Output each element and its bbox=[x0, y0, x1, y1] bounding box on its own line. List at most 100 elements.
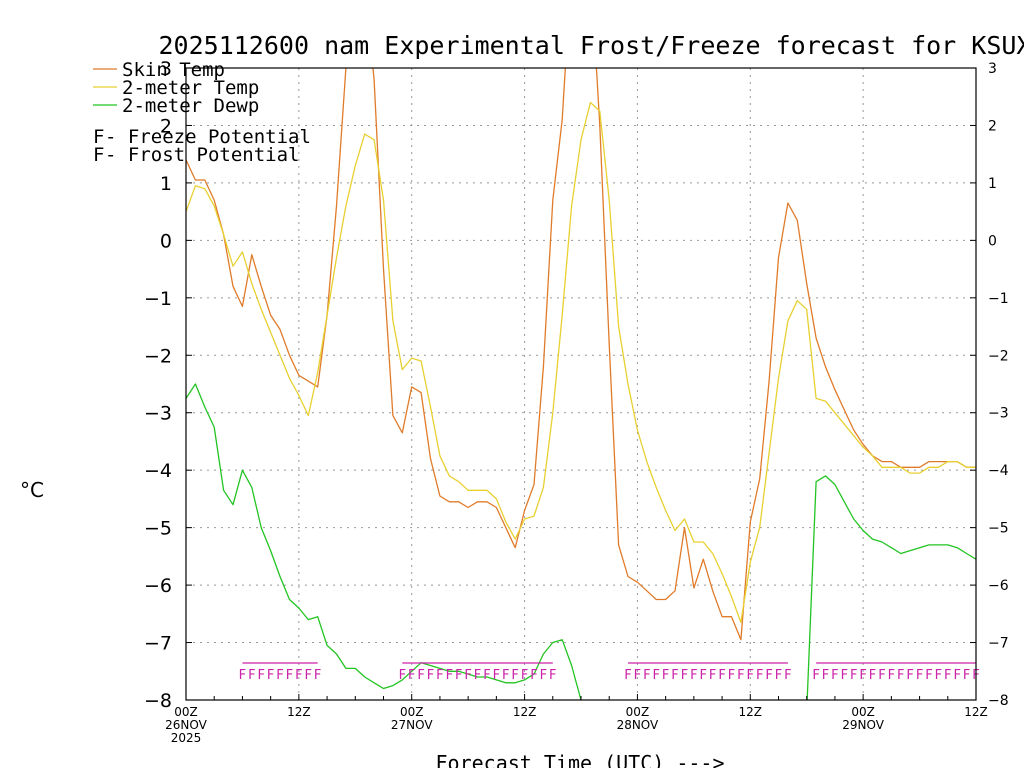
y-tick-label-left: −7 bbox=[144, 633, 172, 655]
freeze-marker: F bbox=[502, 668, 509, 683]
grid-lines bbox=[186, 68, 976, 700]
y-tick-label-right: −3 bbox=[988, 406, 1009, 422]
y-tick-label-right: −6 bbox=[988, 578, 1009, 594]
y-tick-label-left: 2 bbox=[160, 115, 172, 137]
freeze-marker: F bbox=[953, 668, 960, 683]
x-tick-label: 12Z bbox=[739, 705, 763, 719]
y-tick-label-right: −7 bbox=[988, 636, 1009, 652]
freeze-marker: F bbox=[455, 668, 462, 683]
freeze-marker: F bbox=[737, 668, 744, 683]
y-tick-label-left: −3 bbox=[144, 403, 172, 425]
freeze-marker: F bbox=[634, 668, 641, 683]
y-tick-label-right: −1 bbox=[988, 291, 1009, 307]
legend-label: 2-meter Dewp bbox=[122, 95, 259, 117]
y-tick-label-right: 0 bbox=[988, 233, 997, 249]
freeze-marker: F bbox=[305, 668, 312, 683]
freeze-marker: F bbox=[878, 668, 885, 683]
legend-label: 2-meter Temp bbox=[122, 77, 259, 99]
y-tick-label-left: 1 bbox=[160, 173, 172, 195]
x-tick-label: 00Z bbox=[851, 705, 875, 719]
freeze-marker: F bbox=[295, 668, 302, 683]
freeze-marker: F bbox=[963, 668, 970, 683]
series-line-2-meter-dewp bbox=[186, 383, 976, 700]
freeze-marker: F bbox=[662, 668, 669, 683]
y-tick-label-left: 0 bbox=[160, 230, 172, 252]
freeze-marker: F bbox=[718, 668, 725, 683]
freeze-marker: F bbox=[944, 668, 951, 683]
freeze-marker: F bbox=[314, 668, 321, 683]
y-tick-label-right: −8 bbox=[988, 693, 1009, 709]
freeze-marker: F bbox=[399, 668, 406, 683]
y-tick-label-right: −5 bbox=[988, 521, 1009, 537]
freeze-marker: F bbox=[831, 668, 838, 683]
x-tick-label: 28NOV bbox=[617, 718, 659, 732]
freeze-marker: F bbox=[248, 668, 255, 683]
legend-marker-label: - Frost Potential bbox=[105, 144, 299, 166]
freeze-marker: F bbox=[483, 668, 490, 683]
freeze-marker: F bbox=[728, 668, 735, 683]
y-tick-label-right: 1 bbox=[988, 176, 997, 192]
freeze-marker: F bbox=[747, 668, 754, 683]
chart-title: 2025112600 nam Experimental Frost/Freeze… bbox=[159, 31, 1024, 60]
x-tick-label: 00Z bbox=[400, 705, 424, 719]
plot-frame bbox=[185, 67, 977, 701]
freeze-marker: F bbox=[286, 668, 293, 683]
freeze-marker: F bbox=[897, 668, 904, 683]
freeze-marker: F bbox=[775, 668, 782, 683]
freeze-marker: F bbox=[530, 668, 537, 683]
series-line-2-meter-temp bbox=[186, 101, 976, 624]
freeze-marker: F bbox=[765, 668, 772, 683]
x-tick-label: 12Z bbox=[287, 705, 311, 719]
freeze-marker: F bbox=[850, 668, 857, 683]
freeze-marker: F bbox=[681, 668, 688, 683]
y-tick-label-right: 2 bbox=[988, 118, 997, 134]
freeze-marker: F bbox=[267, 668, 274, 683]
y-tick-label-right: 3 bbox=[988, 61, 997, 77]
freeze-marker: F bbox=[276, 668, 283, 683]
freeze-marker: F bbox=[935, 668, 942, 683]
freeze-marker: F bbox=[521, 668, 528, 683]
freeze-marker: F bbox=[408, 668, 415, 683]
freeze-marker: F bbox=[859, 668, 866, 683]
x-tick-label: 27NOV bbox=[391, 718, 433, 732]
freeze-marker: F bbox=[417, 668, 424, 683]
freeze-marker: F bbox=[464, 668, 471, 683]
freeze-marker: F bbox=[511, 668, 518, 683]
x-tick-label: 12Z bbox=[513, 705, 537, 719]
y-tick-label-left: −8 bbox=[144, 690, 172, 712]
freeze-marker: F bbox=[888, 668, 895, 683]
legend-marker-symbol: F bbox=[93, 126, 104, 148]
legend-label: Skin Temp bbox=[122, 59, 225, 81]
freeze-marker: F bbox=[812, 668, 819, 683]
x-tick-label: 2025 bbox=[171, 731, 202, 745]
freeze-marker: F bbox=[841, 668, 848, 683]
freeze-marker: F bbox=[822, 668, 829, 683]
y-tick-label-left: 3 bbox=[160, 58, 172, 80]
y-tick-label-right: −4 bbox=[988, 463, 1009, 479]
x-tick-label: 00Z bbox=[174, 705, 198, 719]
x-tick-label: 12Z bbox=[964, 705, 988, 719]
y-tick-label-left: −2 bbox=[144, 345, 172, 367]
y-tick-label-right: −2 bbox=[988, 348, 1009, 364]
freeze-marker: F bbox=[671, 668, 678, 683]
x-tick-label: 29NOV bbox=[842, 718, 884, 732]
y-tick-label-left: −6 bbox=[144, 575, 172, 597]
freeze-marker: F bbox=[925, 668, 932, 683]
series-line-skin-temp bbox=[186, 68, 976, 641]
legend-marker-symbol: F bbox=[93, 144, 104, 166]
freeze-marker: F bbox=[784, 668, 791, 683]
freeze-marker: F bbox=[549, 668, 556, 683]
freeze-marker: F bbox=[427, 668, 434, 683]
freeze-marker: F bbox=[709, 668, 716, 683]
freeze-marker: F bbox=[906, 668, 913, 683]
freeze-marker: F bbox=[239, 668, 246, 683]
freeze-marker: F bbox=[700, 668, 707, 683]
data-series bbox=[186, 68, 976, 700]
freeze-marker: F bbox=[652, 668, 659, 683]
x-axis-label: Forecast Time (UTC) ---> bbox=[436, 751, 725, 768]
axes: 3 3 2 2 1 1 0 0 −1 −1 −2 −2 −3 −3 −4 −4 −5 −5 −6 −6 −7 −7 −8 −8… bbox=[144, 58, 1009, 745]
freeze-marker: F bbox=[624, 668, 631, 683]
freeze-marker: F bbox=[916, 668, 923, 683]
